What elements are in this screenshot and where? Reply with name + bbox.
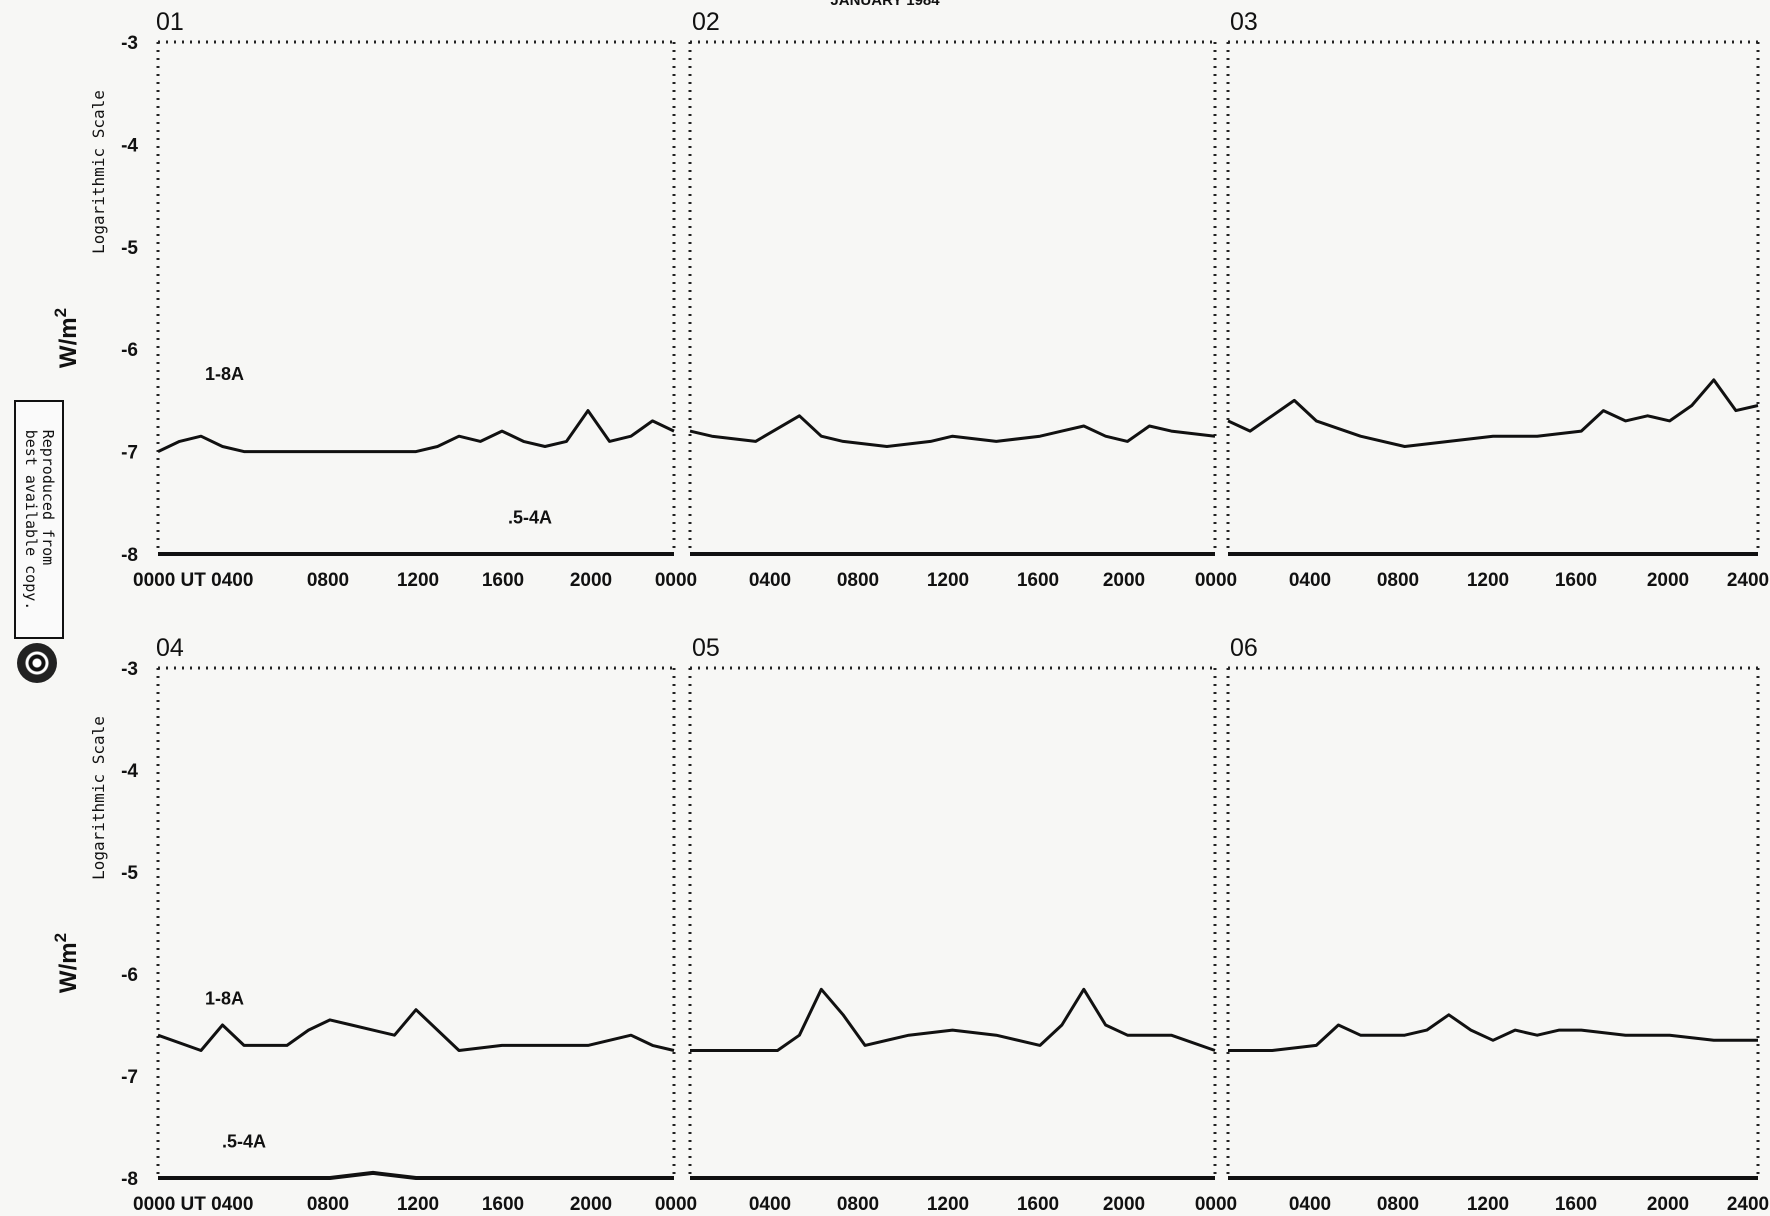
- x-tick-label: 1600: [1017, 570, 1059, 591]
- x-tick-label: 2000: [570, 570, 612, 591]
- y-tick-label: -7: [121, 443, 138, 464]
- y-tick-label: -4: [121, 135, 138, 156]
- page-title: JANUARY 1984: [830, 0, 940, 9]
- day-panel-04: 04: [156, 634, 676, 1180]
- x-tick-label: 0800: [1377, 570, 1419, 591]
- x-tick-label: 1600: [482, 1194, 524, 1215]
- day-panel-01: 01: [156, 8, 676, 556]
- x-tick-label: 1200: [397, 1194, 439, 1215]
- y-tick-label: -6: [121, 965, 138, 986]
- x-tick-label: 2000: [570, 1194, 612, 1215]
- y-tick-label: -5: [121, 238, 138, 259]
- x-tick-label: 1200: [927, 570, 969, 591]
- series-line-1-8A: [157, 409, 675, 454]
- series-line-1-8A: [690, 987, 1216, 1052]
- y-tick-label: -4: [121, 761, 138, 782]
- x-tick-label: 0800: [307, 570, 349, 591]
- x-tick-label: 2000: [1647, 570, 1689, 591]
- series-line-1-8A: [689, 414, 1216, 448]
- x-tick-label: 2000: [1647, 1194, 1689, 1215]
- x-tick-label: 0000: [1195, 1194, 1237, 1215]
- y-tick-label: -3: [121, 33, 138, 54]
- x-tick-label: 1200: [1467, 1194, 1509, 1215]
- x-tick-label: 0000 UT 0400: [133, 570, 253, 591]
- band-label-1-8A: 1-8A: [205, 989, 244, 1009]
- day-panel-02: 02: [688, 8, 1217, 556]
- day-label: 03: [1230, 8, 1258, 36]
- chart-row-2: -3 -4 -5 -6 -7 -8 Logarithmic Scale W/m2 0000 UT…: [51, 634, 1769, 1215]
- x-tick-label: 1200: [927, 1194, 969, 1215]
- y-unit-label: W/m2: [51, 308, 82, 368]
- series-line-1-8A: [1228, 1013, 1758, 1052]
- day-label: 02: [692, 8, 720, 36]
- x-tick-label: 1600: [1555, 570, 1597, 591]
- stamp-box: Reproduced from best available copy.: [14, 400, 64, 639]
- day-label: 06: [1230, 634, 1258, 662]
- x-tick-label: 1200: [397, 570, 439, 591]
- x-tick-label: 0400: [1289, 1194, 1331, 1215]
- y-unit-label: W/m2: [51, 933, 82, 993]
- y-unit-exponent: 2: [51, 308, 70, 317]
- day-panel-06: 06: [1226, 634, 1760, 1180]
- x-tick-label: 0800: [837, 570, 879, 591]
- series-line-1-8A: [157, 1008, 675, 1052]
- x-tick-label: 2400: [1727, 570, 1769, 591]
- y-tick-label: -3: [121, 659, 138, 680]
- day-label: 01: [156, 8, 184, 36]
- band-label-1-8A: 1-8A: [205, 364, 244, 384]
- y-axis-label: Logarithmic Scale: [89, 90, 108, 254]
- series-line-1-8A: [1227, 378, 1759, 448]
- day-label: 05: [692, 634, 720, 662]
- x-tick-label: 0800: [837, 1194, 879, 1215]
- x-tick-label: 0400: [749, 1194, 791, 1215]
- x-tick-label: 2400: [1727, 1194, 1769, 1215]
- day-panel-03: 03: [1226, 8, 1760, 556]
- x-tick-label: 1600: [1555, 1194, 1597, 1215]
- x-tick-label: 1600: [482, 570, 524, 591]
- x-tick-label: 0400: [1289, 570, 1331, 591]
- x-tick-label: 2000: [1103, 570, 1145, 591]
- y-axis-label: Logarithmic Scale: [89, 716, 108, 880]
- x-tick-label: 0800: [307, 1194, 349, 1215]
- x-tick-label: 2000: [1103, 1194, 1145, 1215]
- x-tick-label: 0000: [655, 570, 697, 591]
- day-label: 04: [156, 634, 184, 662]
- x-tick-label: 0800: [1377, 1194, 1419, 1215]
- y-tick-label: -8: [121, 1169, 138, 1190]
- series-line-0.5-4A: [158, 1170, 674, 1180]
- seal-icon: [17, 643, 57, 683]
- band-label-0.5-4A: .5-4A: [222, 1131, 266, 1151]
- x-tick-label: 0000 UT 0400: [133, 1194, 253, 1215]
- chart-row-1: -3 -4 -5 -6 -7 -8 Logarithmic Scale W/m2 0000 UT…: [51, 8, 1769, 591]
- y-tick-label: -7: [121, 1067, 138, 1088]
- reproduction-stamp: Reproduced from best available copy.: [6, 400, 64, 685]
- x-tick-label: 0000: [655, 1194, 697, 1215]
- y-tick-label: -8: [121, 545, 138, 566]
- band-label-0.5-4A: .5-4A: [508, 507, 552, 527]
- x-tick-label: 1600: [1017, 1194, 1059, 1215]
- x-tick-label: 0000: [1195, 570, 1237, 591]
- y-unit-exponent: 2: [51, 933, 70, 942]
- x-tick-label: 0400: [749, 570, 791, 591]
- y-tick-label: -5: [121, 863, 138, 884]
- y-tick-label: -6: [121, 340, 138, 361]
- x-tick-label: 1200: [1467, 570, 1509, 591]
- day-panel-05: 05: [688, 634, 1217, 1180]
